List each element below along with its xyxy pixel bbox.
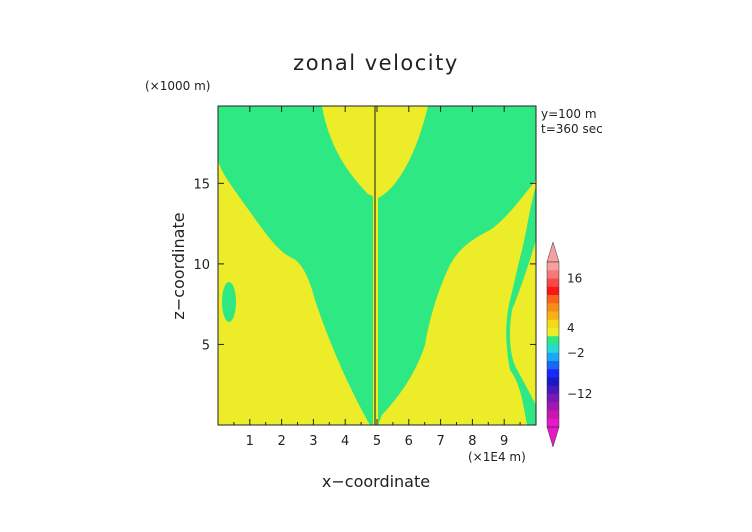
colorbar-swatch (547, 369, 559, 378)
colorbar-swatch (547, 303, 559, 312)
y-axis-label: z−coordinate (169, 212, 188, 319)
colorbar-swatch (547, 278, 559, 288)
colorbar-swatch (547, 286, 559, 296)
colorbar-swatch (547, 295, 559, 304)
x-axis-label: x−coordinate (322, 472, 430, 491)
info-line-y: y=100 m (541, 107, 597, 121)
colorbar-tick-label: 4 (567, 321, 575, 335)
colorbar-top-arrow (546, 241, 560, 263)
colorbar-swatch (547, 270, 559, 279)
x-axis-unit: (×1E4 m) (468, 450, 526, 464)
colorbar-swatch (547, 352, 559, 362)
x-tick-label: 8 (468, 434, 476, 449)
x-tick-label: 7 (436, 434, 444, 449)
colorbar-swatch (547, 418, 559, 428)
chart-title: zonal velocity (293, 51, 459, 75)
colorbar-tick-label: −2 (567, 346, 585, 360)
colorbar: 16 4 −2 −12 (546, 241, 592, 448)
y-axis-unit: (×1000 m) (145, 79, 210, 93)
x-tick-label: 1 (246, 434, 254, 449)
x-tick-label: 2 (277, 434, 285, 449)
info-line-t: t=360 sec (541, 122, 603, 136)
region-top-yellow-lobe (322, 106, 373, 196)
x-tick-label: 3 (309, 434, 317, 449)
colorbar-swatch (547, 394, 559, 403)
y-tick-label: 5 (202, 338, 210, 353)
colorbar-swatch (547, 311, 559, 321)
plot-area: 1 2 3 4 5 6 7 8 9 5 10 15 (193, 105, 537, 449)
region-right-sliver-yellow (509, 240, 536, 405)
colorbar-swatch (547, 410, 559, 420)
colorbar-tick-label: 16 (567, 272, 582, 286)
colorbar-swatch (547, 402, 559, 411)
x-tick-label: 4 (341, 434, 349, 449)
colorbar-swatch (547, 344, 559, 354)
y-tick-label: 15 (193, 177, 210, 192)
region-right-band (378, 106, 536, 425)
colorbar-swatch (547, 361, 559, 370)
region-left-band (218, 106, 373, 425)
x-tick-label: 9 (500, 434, 508, 449)
colorbar-swatch (547, 385, 559, 395)
region-left-ellipse (222, 282, 236, 322)
colorbar-swatch (547, 328, 559, 337)
colorbar-swatch (547, 262, 559, 271)
colorbar-frame (546, 261, 560, 428)
colorbar-swatch (547, 319, 559, 329)
colorbar-bottom-arrow (546, 426, 560, 448)
y-ticks: 5 10 15 (193, 177, 536, 353)
colorbar-swatch (547, 377, 559, 387)
colorbar-tick-label: −12 (567, 387, 592, 401)
x-ticks: 1 2 3 4 5 6 7 8 9 (233, 106, 521, 449)
x-tick-label: 6 (405, 434, 413, 449)
y-tick-label: 10 (193, 258, 210, 273)
x-tick-label: 5 (373, 434, 381, 449)
colorbar-swatch (547, 336, 559, 345)
